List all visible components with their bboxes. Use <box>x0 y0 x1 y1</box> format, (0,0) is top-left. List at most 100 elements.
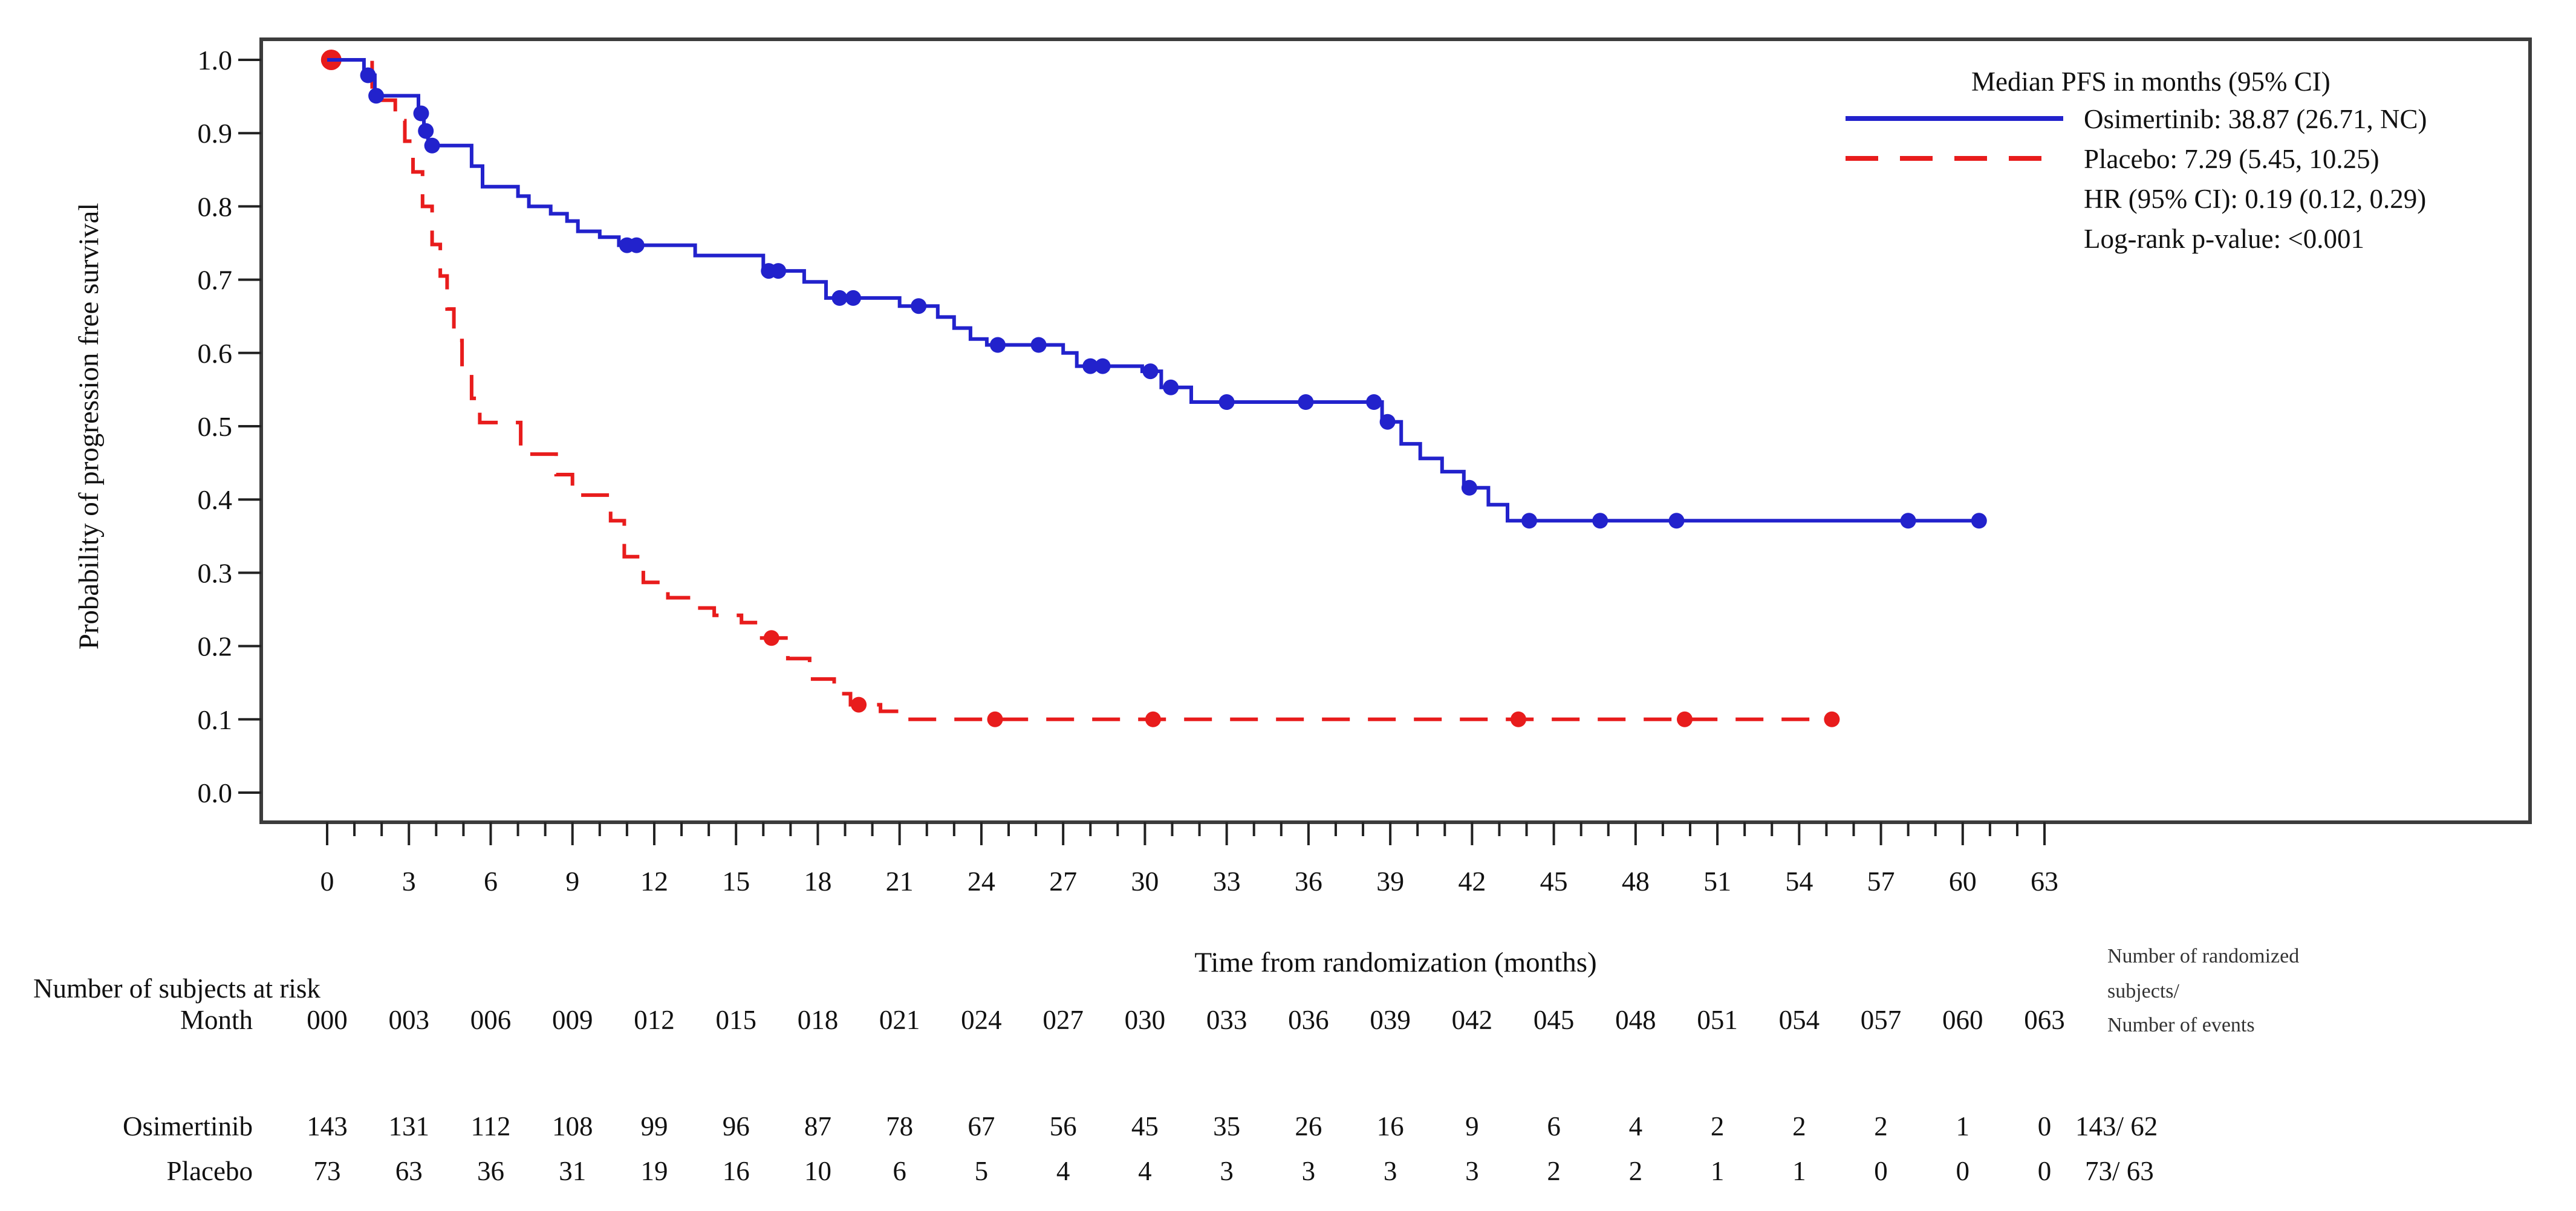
x-tick-label: 12 <box>640 866 668 897</box>
risk-count-osimertinib: 99 <box>640 1111 668 1141</box>
censor-mark-osimertinib <box>911 298 927 314</box>
risk-count-osimertinib: 9 <box>1465 1111 1479 1141</box>
censor-mark-osimertinib <box>424 137 440 154</box>
y-tick-label: 1.0 <box>198 45 233 76</box>
x-axis-title: Time from randomization (months) <box>1194 947 1596 978</box>
risk-month-cell: 027 <box>1042 1005 1084 1035</box>
risk-table-title: Number of subjects at risk <box>33 973 320 1004</box>
legend-logrank-text: Log-rank p-value: <0.001 <box>2084 224 2364 254</box>
legend-label-placebo: Placebo: 7.29 (5.45, 10.25) <box>2084 144 2379 174</box>
x-tick-label: 63 <box>2031 866 2058 897</box>
risk-month-cell: 003 <box>388 1005 429 1035</box>
risk-count-placebo: 6 <box>893 1156 906 1186</box>
censor-mark-placebo <box>851 696 867 713</box>
censor-mark-osimertinib <box>1142 363 1159 380</box>
risk-count-placebo: 4 <box>1056 1156 1070 1186</box>
censor-mark-osimertinib <box>1971 513 1987 529</box>
y-tick-label: 0.9 <box>198 118 233 149</box>
y-tick-label: 0.4 <box>198 484 233 515</box>
risk-count-osimertinib: 143 <box>307 1111 348 1141</box>
x-tick-label: 39 <box>1376 866 1404 897</box>
censor-mark-osimertinib <box>1900 513 1916 529</box>
risk-month-cell: 045 <box>1534 1005 1575 1035</box>
risk-count-osimertinib: 56 <box>1050 1111 1077 1141</box>
risk-count-osimertinib: 16 <box>1377 1111 1404 1141</box>
risk-count-osimertinib: 2 <box>1874 1111 1888 1141</box>
risk-count-osimertinib: 78 <box>886 1111 913 1141</box>
risk-count-placebo: 3 <box>1220 1156 1234 1186</box>
y-tick-label: 0.0 <box>198 778 233 808</box>
risk-count-placebo: 3 <box>1302 1156 1316 1186</box>
x-tick-label: 51 <box>1703 866 1731 897</box>
risk-month-cell: 042 <box>1452 1005 1493 1035</box>
x-tick-label: 30 <box>1131 866 1159 897</box>
x-tick-label: 60 <box>1949 866 1977 897</box>
risk-count-osimertinib: 67 <box>968 1111 995 1141</box>
risk-count-placebo: 1 <box>1792 1156 1806 1186</box>
risk-count-placebo: 1 <box>1711 1156 1725 1186</box>
risk-table: Number of subjects at risk Month Osimert… <box>33 945 2299 1186</box>
risk-month-cell: 018 <box>798 1005 839 1035</box>
risk-count-osimertinib: 0 <box>2038 1111 2052 1141</box>
risk-month-cell: 012 <box>634 1005 675 1035</box>
censor-mark-osimertinib <box>990 337 1006 353</box>
risk-month-cell: 033 <box>1206 1005 1247 1035</box>
censor-mark-placebo <box>1511 711 1526 727</box>
x-tick-label: 3 <box>402 866 416 897</box>
risk-table-month-label: Month <box>180 1005 253 1035</box>
risk-count-placebo: 3 <box>1384 1156 1397 1186</box>
risk-count-osimertinib: 4 <box>1629 1111 1643 1141</box>
x-tick-label: 27 <box>1049 866 1077 897</box>
censor-mark-osimertinib <box>1163 379 1179 395</box>
legend-title: Median PFS in months (95% CI) <box>1971 67 2330 97</box>
risk-month-cell: 039 <box>1370 1005 1411 1035</box>
risk-summary-header-line-1: Number of randomized <box>2107 945 2299 967</box>
censor-mark-osimertinib <box>628 237 645 253</box>
risk-month-cell: 054 <box>1779 1005 1820 1035</box>
censor-mark-osimertinib <box>1094 358 1111 374</box>
risk-count-placebo: 5 <box>975 1156 989 1186</box>
risk-count-placebo: 2 <box>1547 1156 1561 1186</box>
km-curve-osimertinib <box>327 58 1982 523</box>
censor-mark-osimertinib <box>770 263 787 279</box>
censor-mark-osimertinib <box>1379 414 1396 430</box>
plot-frame <box>259 37 2532 824</box>
censor-mark-placebo <box>1824 711 1840 727</box>
x-tick-label: 48 <box>1622 866 1650 897</box>
risk-month-cell: 048 <box>1615 1005 1656 1035</box>
risk-count-osimertinib: 45 <box>1131 1111 1159 1141</box>
y-tick-label: 0.3 <box>198 557 233 588</box>
x-tick-label: 21 <box>886 866 914 897</box>
km-curve-placebo <box>327 58 1835 721</box>
x-tick-label: 24 <box>968 866 995 897</box>
y-tick-label: 0.8 <box>198 191 233 222</box>
censor-mark-osimertinib <box>413 105 429 122</box>
x-tick-label: 42 <box>1458 866 1486 897</box>
risk-count-osimertinib: 35 <box>1213 1111 1240 1141</box>
censor-mark-placebo <box>763 630 779 646</box>
risk-count-placebo: 2 <box>1629 1156 1643 1186</box>
y-tick-label: 0.1 <box>198 704 233 735</box>
censor-mark-placebo <box>987 711 1003 727</box>
censor-mark-osimertinib <box>360 67 376 83</box>
censor-mark-osimertinib <box>1592 513 1608 529</box>
risk-summary-header-line-3: Number of events <box>2107 1014 2255 1036</box>
x-tick-label: 33 <box>1213 866 1241 897</box>
risk-count-osimertinib: 108 <box>552 1111 593 1141</box>
risk-month-cell: 024 <box>961 1005 1002 1035</box>
risk-month-cell: 021 <box>879 1005 920 1035</box>
risk-count-osimertinib: 87 <box>804 1111 831 1141</box>
risk-summary-header-line-2: subjects/ <box>2107 980 2180 1002</box>
x-tick-label: 45 <box>1540 866 1568 897</box>
censor-mark-placebo <box>1677 711 1693 727</box>
risk-month-cell: 057 <box>1861 1005 1902 1035</box>
censor-mark-osimertinib <box>1461 479 1477 496</box>
risk-count-placebo: 0 <box>1874 1156 1888 1186</box>
risk-count-osimertinib: 26 <box>1295 1111 1322 1141</box>
x-tick-label: 0 <box>320 866 334 897</box>
y-tick-label: 0.7 <box>198 265 233 296</box>
x-tick-label: 57 <box>1867 866 1895 897</box>
risk-month-cell: 015 <box>715 1005 756 1035</box>
y-tick-label: 0.2 <box>198 631 233 662</box>
censor-mark-osimertinib <box>1521 513 1537 529</box>
